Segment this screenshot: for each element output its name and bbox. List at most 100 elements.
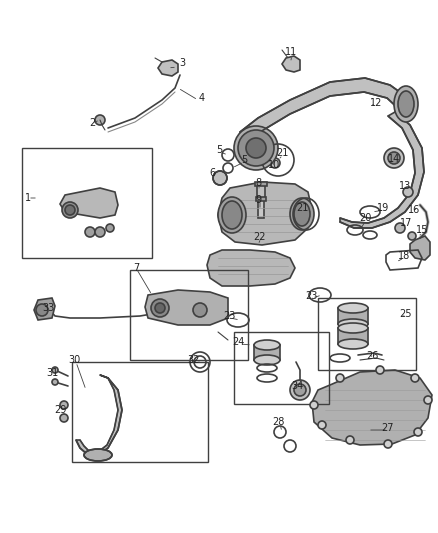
Circle shape — [60, 401, 68, 409]
Polygon shape — [312, 370, 432, 445]
Polygon shape — [338, 308, 368, 324]
Circle shape — [155, 303, 165, 313]
Polygon shape — [218, 182, 312, 245]
Polygon shape — [240, 78, 408, 145]
Text: 16: 16 — [408, 205, 420, 215]
Text: 3: 3 — [179, 58, 185, 68]
Circle shape — [60, 414, 68, 422]
Text: 5: 5 — [241, 155, 247, 165]
Circle shape — [213, 171, 227, 185]
Ellipse shape — [254, 355, 280, 365]
Ellipse shape — [218, 197, 246, 233]
Circle shape — [384, 440, 392, 448]
Polygon shape — [207, 250, 295, 286]
Text: 29: 29 — [54, 405, 66, 415]
Polygon shape — [254, 345, 280, 360]
Polygon shape — [255, 182, 267, 186]
Circle shape — [95, 227, 105, 237]
Text: 13: 13 — [399, 181, 411, 191]
Polygon shape — [258, 198, 264, 218]
Text: 20: 20 — [359, 213, 371, 223]
Ellipse shape — [338, 339, 368, 349]
Ellipse shape — [394, 86, 418, 122]
Text: 9: 9 — [255, 195, 261, 205]
Bar — [22, 148, 152, 258]
Text: 21: 21 — [296, 203, 308, 213]
Circle shape — [408, 232, 416, 240]
Text: 10: 10 — [268, 160, 280, 170]
Text: 27: 27 — [382, 423, 394, 433]
Text: 19: 19 — [377, 203, 389, 213]
Bar — [72, 362, 208, 462]
Bar — [130, 270, 248, 360]
Circle shape — [424, 396, 432, 404]
Circle shape — [106, 224, 114, 232]
Polygon shape — [158, 60, 178, 76]
Polygon shape — [194, 294, 218, 312]
Polygon shape — [145, 290, 228, 325]
Text: 31: 31 — [46, 368, 58, 378]
Polygon shape — [34, 298, 55, 320]
Circle shape — [403, 187, 413, 197]
Circle shape — [36, 304, 48, 316]
Polygon shape — [76, 375, 122, 455]
Ellipse shape — [84, 449, 112, 461]
Ellipse shape — [338, 323, 368, 333]
Text: 6: 6 — [209, 168, 215, 178]
Circle shape — [318, 421, 326, 429]
Text: 32: 32 — [188, 355, 200, 365]
Circle shape — [346, 436, 354, 444]
Ellipse shape — [290, 198, 314, 230]
Text: 12: 12 — [370, 98, 382, 108]
Circle shape — [376, 366, 384, 374]
Text: 33: 33 — [42, 303, 54, 313]
Text: 4: 4 — [199, 93, 205, 103]
Text: 7: 7 — [133, 263, 139, 273]
Text: 21: 21 — [276, 148, 288, 158]
Bar — [234, 332, 329, 404]
Polygon shape — [60, 188, 118, 218]
Ellipse shape — [238, 130, 274, 166]
Ellipse shape — [388, 152, 400, 164]
Ellipse shape — [234, 126, 278, 170]
Text: 30: 30 — [68, 355, 80, 365]
Text: 26: 26 — [366, 351, 378, 361]
Circle shape — [65, 205, 75, 215]
Circle shape — [294, 384, 306, 396]
Circle shape — [62, 202, 78, 218]
Ellipse shape — [254, 340, 280, 350]
Circle shape — [85, 227, 95, 237]
Circle shape — [395, 223, 405, 233]
Ellipse shape — [294, 202, 310, 226]
Ellipse shape — [246, 138, 266, 158]
Polygon shape — [257, 183, 265, 198]
Ellipse shape — [384, 148, 404, 168]
Circle shape — [270, 158, 280, 168]
Ellipse shape — [222, 201, 242, 229]
Text: 14: 14 — [388, 154, 400, 164]
Text: 18: 18 — [398, 251, 410, 261]
Text: 28: 28 — [272, 417, 284, 427]
Text: 23: 23 — [223, 311, 235, 321]
Polygon shape — [410, 236, 430, 260]
Circle shape — [95, 115, 105, 125]
Polygon shape — [256, 197, 266, 201]
Circle shape — [336, 374, 344, 382]
Polygon shape — [338, 328, 368, 344]
Text: 22: 22 — [254, 232, 266, 242]
Circle shape — [411, 374, 419, 382]
Text: 23: 23 — [305, 291, 317, 301]
Circle shape — [151, 299, 169, 317]
Text: 8: 8 — [255, 178, 261, 188]
Text: 5: 5 — [216, 145, 222, 155]
Ellipse shape — [398, 91, 414, 117]
Circle shape — [52, 367, 58, 373]
Polygon shape — [340, 112, 424, 228]
Text: 11: 11 — [285, 47, 297, 57]
Text: 34: 34 — [291, 381, 303, 391]
Circle shape — [310, 401, 318, 409]
Text: 17: 17 — [400, 218, 412, 228]
Text: 24: 24 — [232, 337, 244, 347]
Text: 25: 25 — [399, 309, 411, 319]
Circle shape — [414, 428, 422, 436]
